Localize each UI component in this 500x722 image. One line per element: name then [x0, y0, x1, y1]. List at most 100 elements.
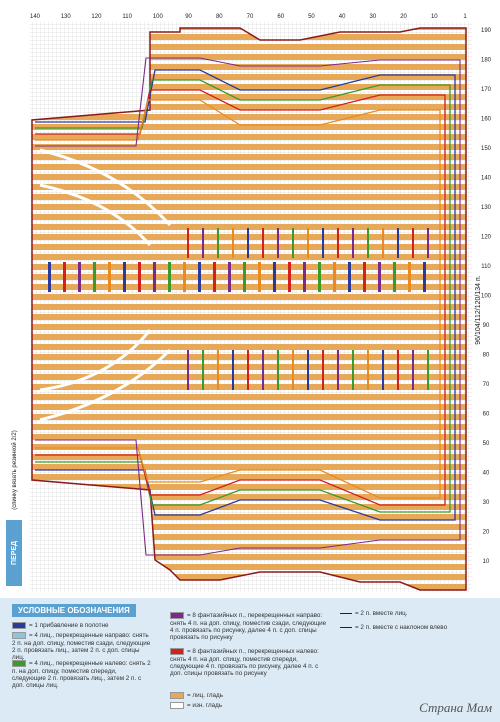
- cable: [262, 350, 264, 390]
- stripe: [32, 44, 466, 50]
- stripe: [32, 74, 466, 80]
- cable: [138, 262, 141, 292]
- stripe: [32, 274, 466, 280]
- stripe: [32, 184, 466, 190]
- stripe: [32, 294, 466, 300]
- stripe: [32, 554, 466, 560]
- cable: [397, 228, 399, 258]
- stripe: [32, 224, 466, 230]
- top-scale-label: 90: [185, 14, 192, 20]
- stripe: [32, 534, 466, 540]
- legend-item: = 2 п. вместе с наклоном влево: [340, 624, 480, 631]
- stripe: [32, 524, 466, 530]
- legend-swatch: [170, 692, 184, 699]
- right-scale-label: 160: [481, 117, 492, 123]
- stripe: [32, 354, 466, 360]
- top-scale-label: 100: [153, 14, 164, 20]
- top-scale-label: 10: [431, 14, 438, 20]
- cable: [232, 350, 234, 390]
- cable: [228, 262, 231, 292]
- stripe: [32, 174, 466, 180]
- cable: [153, 262, 156, 292]
- top-scale-label: 50: [308, 14, 315, 20]
- cable: [232, 228, 234, 258]
- cable: [303, 262, 306, 292]
- cable: [198, 262, 201, 292]
- cable: [363, 262, 366, 292]
- stripe: [32, 64, 466, 70]
- legend-item: = 8 фантазийных п., перекрещенных налево…: [170, 648, 330, 678]
- right-scale-label: 150: [481, 146, 492, 152]
- top-scale-label: 140: [30, 14, 41, 20]
- stripe: [32, 214, 466, 220]
- legend-text: = 4 лиц., перекрещенные налево: снять 2 …: [12, 660, 151, 690]
- legend-swatch: [170, 702, 184, 709]
- right-scale-label: 80: [483, 353, 490, 359]
- cable: [262, 228, 264, 258]
- top-scale-label: 80: [216, 14, 223, 20]
- top-scale-label: 20: [400, 14, 407, 20]
- legend-item: = 8 фантазийных п., перекрещенных направ…: [170, 612, 330, 642]
- stripe: [32, 34, 466, 40]
- cable: [247, 228, 249, 258]
- cable: [333, 262, 336, 292]
- cable: [382, 350, 384, 390]
- cable: [202, 350, 204, 390]
- watermark: Страна Мам: [419, 700, 492, 715]
- stripe: [32, 124, 466, 130]
- stripe: [32, 94, 466, 100]
- top-scale-label: 120: [91, 14, 102, 20]
- top-scale-label: 70: [247, 14, 254, 20]
- knitting-chart: 96/104/112/120/134 п. (спинку вязать рез…: [6, 14, 492, 592]
- side-note: (спинку вязать резинкой 2/2): [11, 430, 18, 509]
- stripe: [32, 364, 466, 370]
- cable: [187, 228, 189, 258]
- right-scale-label: 60: [483, 412, 490, 418]
- cable: [322, 350, 324, 390]
- right-scale-label: 100: [481, 294, 492, 300]
- stripe: [32, 504, 466, 510]
- cable: [412, 350, 414, 390]
- stripe: [32, 264, 466, 270]
- stripe: [32, 384, 466, 390]
- legend-item: = 4 лиц., перекрещенные направо: снять 2…: [12, 632, 152, 662]
- stripe: [32, 194, 466, 200]
- cable: [48, 262, 51, 292]
- stripe: [32, 114, 466, 120]
- cable: [273, 262, 276, 292]
- legend-text: = 8 фантазийных п., перекрещенных направ…: [170, 612, 327, 642]
- top-scale-label: 130: [61, 14, 72, 20]
- stripe: [32, 204, 466, 210]
- cable: [277, 228, 279, 258]
- cable: [318, 262, 321, 292]
- cable: [288, 262, 291, 292]
- stripe: [32, 454, 466, 460]
- top-scale-label: 110: [122, 14, 132, 20]
- stripe: [32, 394, 466, 400]
- cable: [352, 350, 354, 390]
- cable: [423, 262, 426, 292]
- cable: [307, 350, 309, 390]
- cables: [39, 148, 429, 422]
- cable: [393, 262, 396, 292]
- legend-text: = лиц. гладь: [187, 692, 224, 700]
- legend-item: = лиц. гладь: [170, 692, 270, 700]
- piece-tab: [6, 520, 22, 586]
- stripe: [32, 464, 466, 470]
- top-scale-label: 1: [463, 14, 467, 20]
- right-scale-label: 140: [481, 176, 492, 182]
- size-line: [35, 99, 441, 499]
- stripe: [32, 284, 466, 290]
- cable: [217, 350, 219, 390]
- cable: [213, 262, 216, 292]
- stripe: [32, 424, 466, 430]
- stripe: [32, 334, 466, 340]
- legend-text: = 4 лиц., перекрещенные направо: снять 2…: [12, 632, 151, 662]
- stripe: [32, 434, 466, 440]
- cable: [78, 262, 81, 292]
- stripe: [32, 404, 466, 410]
- stripe: [32, 344, 466, 350]
- size-line: [35, 79, 451, 513]
- stripe: [32, 474, 466, 480]
